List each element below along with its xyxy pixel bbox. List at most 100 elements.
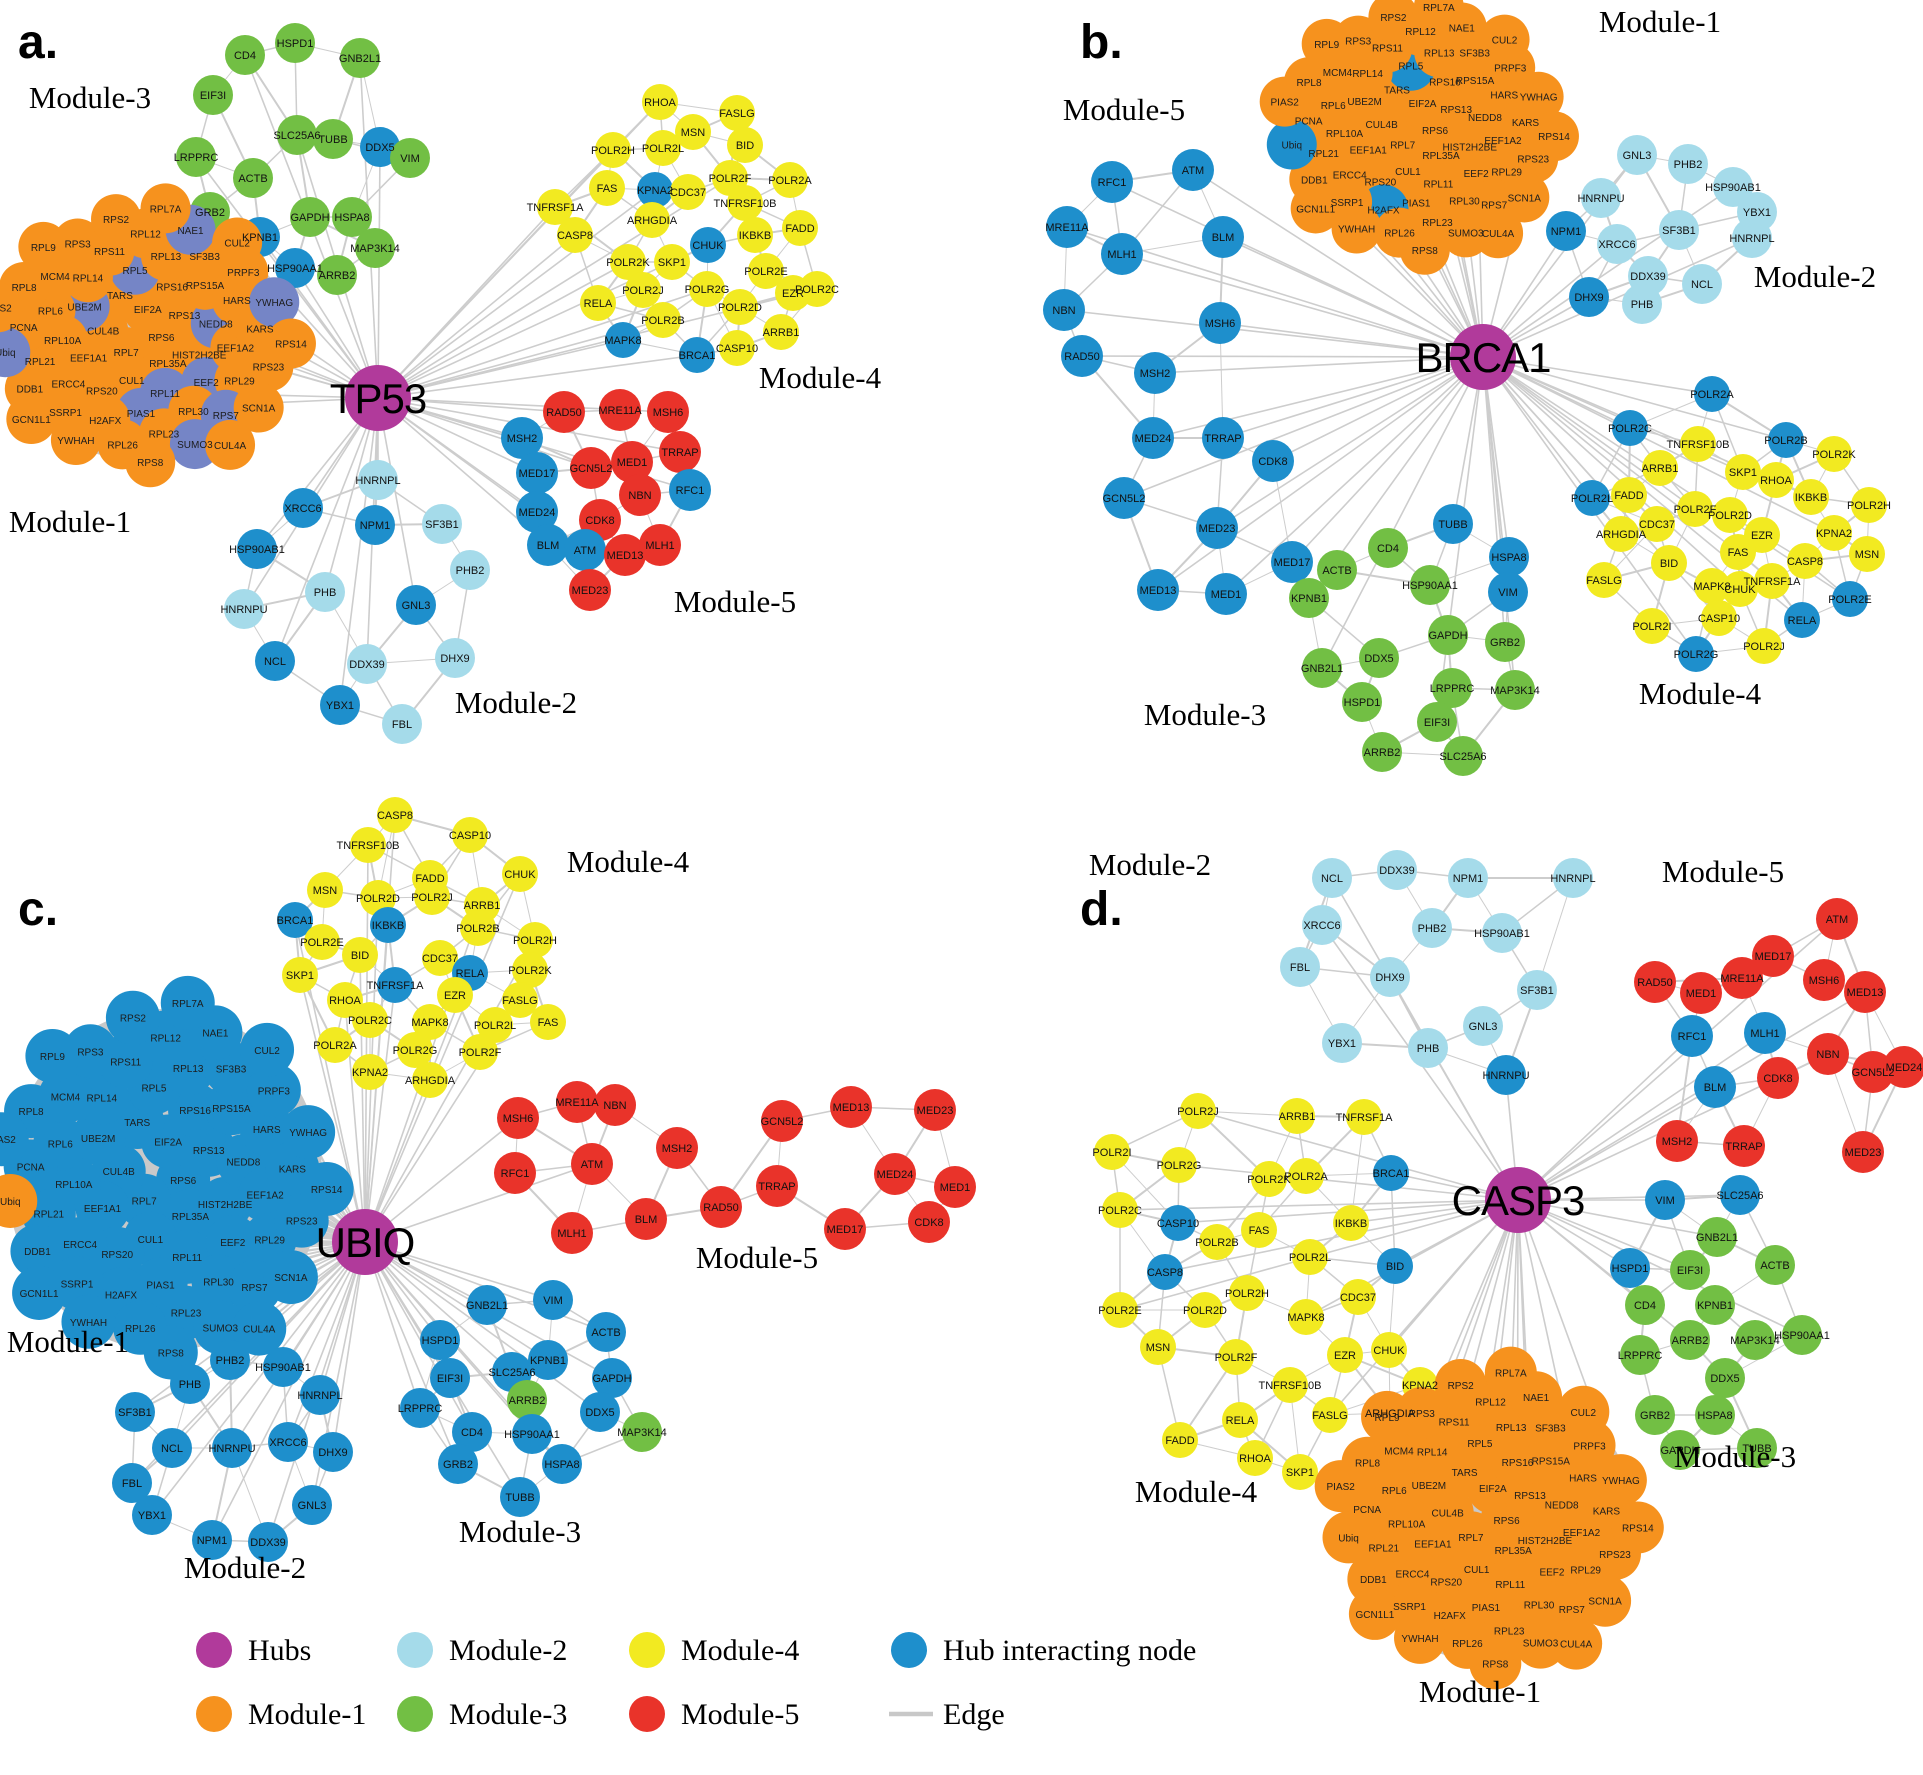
node-ARRB2 (1670, 1320, 1710, 1360)
node-label-RPS8: RPS8 (137, 458, 164, 469)
node-label-MRE11A: MRE11A (1045, 222, 1089, 234)
node-label-FAS: FAS (597, 183, 618, 195)
hub-edge (299, 974, 366, 1243)
node-label-MED24: MED24 (877, 1169, 914, 1181)
node-MED1 (934, 1166, 976, 1208)
node-SKP1 (1282, 1454, 1318, 1490)
node-label-POLR2L: POLR2L (474, 1020, 516, 1032)
hub-edge (1121, 253, 1484, 358)
node-label-KARS: KARS (246, 325, 274, 336)
node-label-GNL3: GNL3 (1469, 1021, 1498, 1033)
node-label-POLR2H: POLR2H (1225, 1288, 1269, 1300)
node-MED24 (1132, 417, 1174, 459)
node-RHOA (1237, 1440, 1273, 1476)
node-VIM (1645, 1180, 1685, 1220)
node-label-YWHAG: YWHAG (1602, 1476, 1640, 1487)
node-label-EZR: EZR (1751, 530, 1773, 542)
node-label-RAD50: RAD50 (703, 1202, 738, 1214)
node-label-SSRP1: SSRP1 (49, 408, 82, 419)
module-label-b-Module-5: Module-5 (1063, 92, 1185, 127)
node-label-XRCC6: XRCC6 (269, 1437, 306, 1449)
node-SKP1 (282, 957, 318, 993)
node-label-MED13: MED13 (833, 1102, 870, 1114)
node-label-RPS11: RPS11 (1372, 44, 1403, 55)
node-YWHAH (1394, 1611, 1447, 1664)
node-MED17 (1752, 935, 1794, 977)
node-label-HSPA8: HSPA8 (334, 212, 369, 224)
node-label-RPS2: RPS2 (103, 215, 130, 226)
node-label-POLR2E: POLR2E (1098, 1305, 1141, 1317)
node-label-RPL12: RPL12 (1405, 27, 1436, 38)
hub-edge (1192, 169, 1484, 358)
hub-edge (377, 146, 381, 399)
node-label-CDC37: CDC37 (422, 953, 458, 965)
node-label-RPL9: RPL9 (1314, 40, 1339, 51)
node-label-HSPD1: HSPD1 (277, 38, 314, 50)
node-label-PHB: PHB (314, 587, 337, 599)
node-label-NCL: NCL (1691, 279, 1713, 291)
node-label-RPL30: RPL30 (1449, 197, 1480, 208)
node-label-RPL7: RPL7 (1458, 1533, 1483, 1544)
node-POLR2H (1229, 1275, 1265, 1311)
node-TNFRSF1A (1346, 1099, 1382, 1135)
node-POLR2K (512, 952, 548, 988)
node-MED13 (1844, 971, 1886, 1013)
node-label-RPS15A: RPS15A (212, 1104, 251, 1115)
node-NPM1 (355, 505, 395, 545)
node-label-MED13: MED13 (607, 550, 644, 562)
node-FADD (782, 210, 818, 246)
node-ARRB2 (317, 255, 357, 295)
node-label-HARS: HARS (223, 296, 251, 307)
node-SKP1 (1725, 454, 1761, 490)
node-label-RPS15A: RPS15A (1532, 1456, 1571, 1467)
node-label-MED1: MED1 (1686, 988, 1717, 1000)
node-label-FADD: FADD (1165, 1435, 1194, 1447)
legend-label-module-4: Module-4 (681, 1634, 799, 1667)
node-label-UBE2M: UBE2M (1412, 1481, 1446, 1492)
node-label-HNRNPL: HNRNPL (355, 475, 400, 487)
node-IKBKB (1793, 479, 1829, 515)
node-label-GAPDH: GAPDH (1428, 630, 1467, 642)
node-GCN1L1 (1290, 183, 1341, 234)
node-MSN (675, 114, 711, 150)
node-label-KPNB1: KPNB1 (242, 232, 278, 244)
node-label-RPL10A: RPL10A (1326, 129, 1364, 140)
hub-edge (274, 397, 379, 662)
node-SCN1A (1499, 172, 1550, 223)
node-label-PIAS2: PIAS2 (1271, 98, 1300, 109)
node-ATM (1816, 898, 1858, 940)
node-label-PIAS2: PIAS2 (0, 1135, 16, 1146)
node-label-TNFRSF1A: TNFRSF1A (1336, 1112, 1394, 1124)
node-label-HIST2H2BE: HIST2H2BE (198, 1200, 253, 1211)
node-label-SLC25A6: SLC25A6 (1439, 751, 1486, 763)
node-label-MED17: MED17 (519, 468, 556, 480)
node-label-FASLG: FASLG (502, 995, 537, 1007)
node-HSPA8 (542, 1444, 582, 1484)
node-CDC37 (670, 174, 706, 210)
node-HNRNPU (212, 1428, 252, 1468)
node-POLR2K (1816, 436, 1852, 472)
node-label-FASLG: FASLG (1586, 575, 1621, 587)
node-label-PHB2: PHB2 (1674, 159, 1703, 171)
node-label-MED23: MED23 (572, 585, 609, 597)
node-label-RPS7: RPS7 (213, 411, 240, 422)
node-CDK8 (1252, 440, 1294, 482)
node-GCN5L2 (1852, 1051, 1894, 1093)
node-label-NEDD8: NEDD8 (226, 1157, 260, 1168)
node-CUL4A (1550, 1617, 1603, 1670)
node-label-RPS13: RPS13 (169, 311, 201, 322)
node-label-DDB1: DDB1 (16, 385, 43, 396)
node-label-DDX39: DDX39 (1379, 865, 1414, 877)
legend-label-module-5: Module-5 (681, 1698, 799, 1731)
node-label-MSH6: MSH6 (503, 1113, 534, 1125)
node-POLR2I (1094, 1134, 1130, 1170)
node-label-HNRNPU: HNRNPU (1577, 193, 1624, 205)
node-label-CD4: CD4 (461, 1427, 483, 1439)
node-label-CDK8: CDK8 (1763, 1073, 1792, 1085)
node-label-PHB2: PHB2 (216, 1355, 245, 1367)
node-MLH1 (1101, 233, 1143, 275)
node-label-HSP90AB1: HSP90AB1 (255, 1362, 311, 1374)
node-label-CASP8: CASP8 (377, 810, 413, 822)
node-label-RPL6: RPL6 (1382, 1486, 1407, 1497)
node-TRRAP (659, 431, 701, 473)
